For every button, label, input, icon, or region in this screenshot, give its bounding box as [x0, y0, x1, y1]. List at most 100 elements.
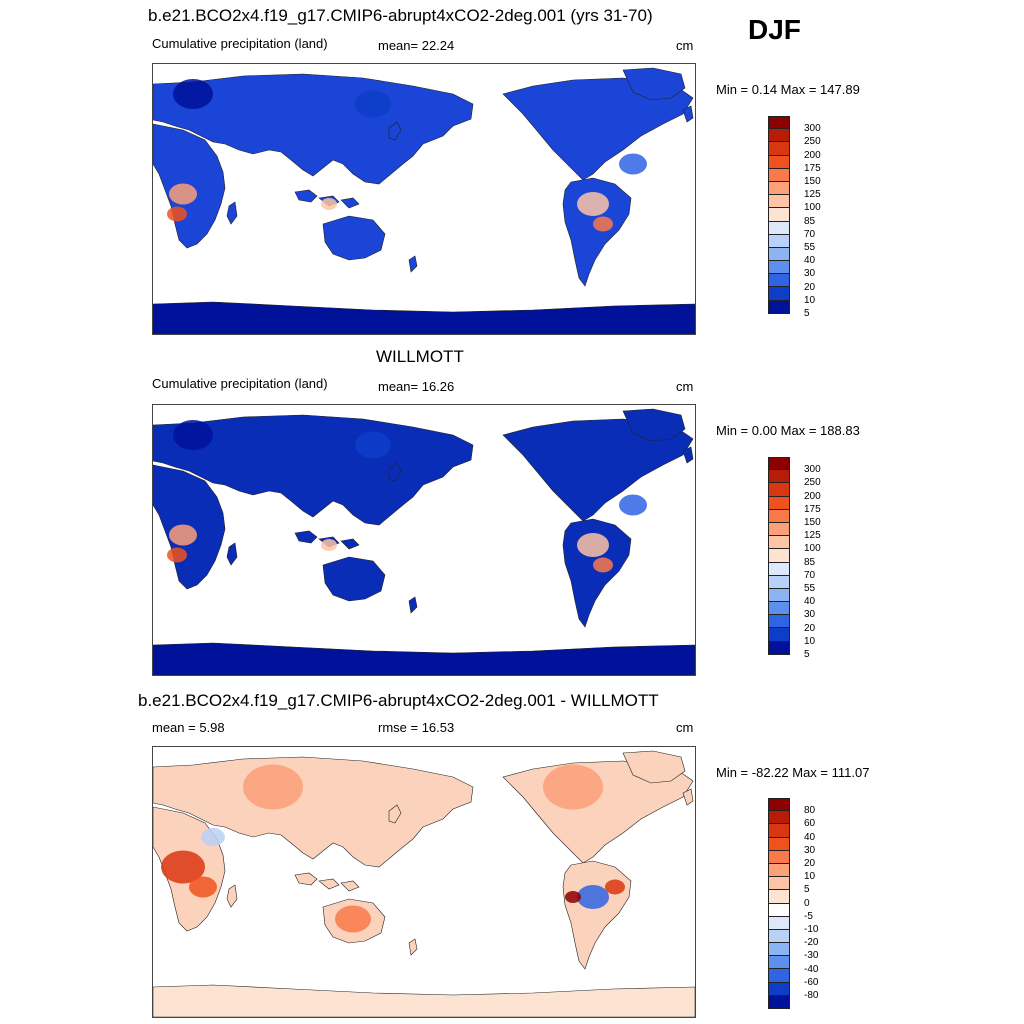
- colorbar-obs: [768, 457, 790, 655]
- colorbar-swatch: [768, 929, 790, 944]
- continent-greenland: [622, 408, 686, 442]
- continent-nz: [408, 255, 418, 273]
- colorbar-swatch: [768, 522, 790, 537]
- precip-region: [201, 828, 225, 846]
- colorbar-swatch: [768, 155, 790, 169]
- colorbar-swatch: [768, 995, 790, 1009]
- colorbar-swatch: [768, 890, 790, 904]
- colorbar-diff: [768, 798, 790, 1009]
- colorbar-swatch: [768, 956, 790, 970]
- precip-region: [355, 431, 391, 459]
- colorbar-swatch: [768, 496, 790, 510]
- precip-region: [577, 533, 609, 557]
- colorbar-swatch: [768, 549, 790, 563]
- colorbar-swatch: [768, 850, 790, 864]
- colorbar-tick-label: 200: [804, 490, 821, 502]
- colorbar-tick-label: 100: [804, 202, 821, 214]
- colorbar-swatch: [768, 811, 790, 825]
- panel-units-label: cm: [676, 720, 694, 735]
- colorbar-tick-label: -60: [804, 976, 819, 988]
- colorbar-tick-label: 175: [804, 503, 821, 515]
- continent-eurasia: [153, 414, 474, 526]
- precip-region: [161, 850, 205, 884]
- continent-australia: [322, 215, 386, 261]
- precip-region: [565, 891, 581, 903]
- colorbar-tick-label: 5: [804, 308, 810, 319]
- colorbar-tick-label: 10: [804, 294, 816, 306]
- colorbar-swatch: [768, 588, 790, 603]
- panel-mean-label: mean = 5.98: [152, 720, 225, 735]
- colorbar-model: [768, 116, 790, 314]
- precip-region: [619, 153, 647, 175]
- map-svg: [153, 750, 695, 1017]
- colorbar-tick-label: 30: [804, 609, 816, 621]
- continent-greenland: [622, 750, 686, 784]
- colorbar-tick-label: 125: [804, 530, 821, 542]
- colorbar-swatch: [768, 195, 790, 209]
- colorbar-swatch: [768, 575, 790, 589]
- colorbar-swatch: [768, 903, 790, 917]
- colorbar-tick-label: 5: [804, 884, 810, 896]
- continent-s_america: [562, 860, 632, 970]
- precip-region: [593, 557, 613, 573]
- continent-uk: [682, 446, 694, 464]
- colorbar-tick-label: 30: [804, 844, 816, 856]
- precip-region: [167, 547, 187, 563]
- precip-region: [577, 192, 609, 216]
- colorbar-tick-label: 10: [804, 635, 816, 647]
- colorbar-swatch: [768, 824, 790, 838]
- precip-region: [173, 79, 213, 109]
- continent-nz: [408, 596, 418, 614]
- panel-minmax-label: Min = -82.22 Max = 111.07: [716, 765, 870, 780]
- colorbar-tick-label: 55: [804, 242, 816, 253]
- colorbar-swatch: [768, 943, 790, 957]
- continent-australia: [322, 556, 386, 602]
- colorbar-swatch: [768, 798, 790, 812]
- colorbar-tick-label: 150: [804, 176, 821, 187]
- colorbar-swatch: [768, 969, 790, 983]
- colorbar-tick-label: 70: [804, 569, 816, 581]
- continent-japan: [388, 121, 402, 141]
- continent-japan: [388, 462, 402, 482]
- colorbar-swatch: [768, 247, 790, 262]
- precip-region: [543, 764, 603, 810]
- precip-region: [355, 90, 391, 118]
- precip-region: [169, 524, 197, 546]
- colorbar-tick-label: 85: [804, 215, 816, 227]
- colorbar-tick-label: 80: [804, 805, 816, 817]
- panel-left-label: Cumulative precipitation (land): [152, 36, 328, 51]
- colorbar-swatch: [768, 982, 790, 996]
- panel-mean-label: mean= 16.26: [378, 379, 455, 394]
- colorbar-tick-label: 70: [804, 228, 816, 240]
- colorbar-tick-label: 20: [804, 281, 816, 293]
- continent-madagascar: [226, 884, 238, 908]
- colorbar-tick-label: 300: [804, 123, 821, 135]
- colorbar-tick-label: 175: [804, 162, 821, 174]
- panel-mean-label: mean= 22.24: [378, 38, 455, 53]
- panel-units-label: cm: [676, 38, 694, 53]
- colorbar-tick-label: -5: [804, 910, 813, 922]
- panel-left-label: Cumulative precipitation (land): [152, 376, 328, 391]
- colorbar-swatch: [768, 877, 790, 891]
- colorbar-tick-label: 20: [804, 858, 816, 869]
- map-panel-obs: [152, 404, 696, 676]
- precip-region: [169, 183, 197, 205]
- colorbar-tick-label: -20: [804, 937, 819, 949]
- colorbar-tick-label: -40: [804, 963, 819, 975]
- colorbar-swatch: [768, 274, 790, 288]
- continent-greenland: [622, 67, 686, 101]
- continent-uk: [682, 788, 694, 806]
- colorbar-swatch: [768, 181, 790, 196]
- precip-region: [577, 885, 609, 909]
- colorbar-tick-label: 40: [804, 596, 816, 608]
- precip-region: [167, 206, 187, 222]
- panel-minmax-label: Min = 0.14 Max = 147.89: [716, 82, 860, 97]
- colorbar-swatch: [768, 615, 790, 629]
- colorbar-swatch: [768, 562, 790, 576]
- panel-title: WILLMOTT: [376, 347, 464, 366]
- colorbar-tick-label: 5: [804, 649, 810, 660]
- colorbar-swatch: [768, 509, 790, 523]
- colorbar-swatch: [768, 916, 790, 930]
- colorbar-tick-label: 30: [804, 268, 816, 280]
- colorbar-tick-label: 20: [804, 622, 816, 634]
